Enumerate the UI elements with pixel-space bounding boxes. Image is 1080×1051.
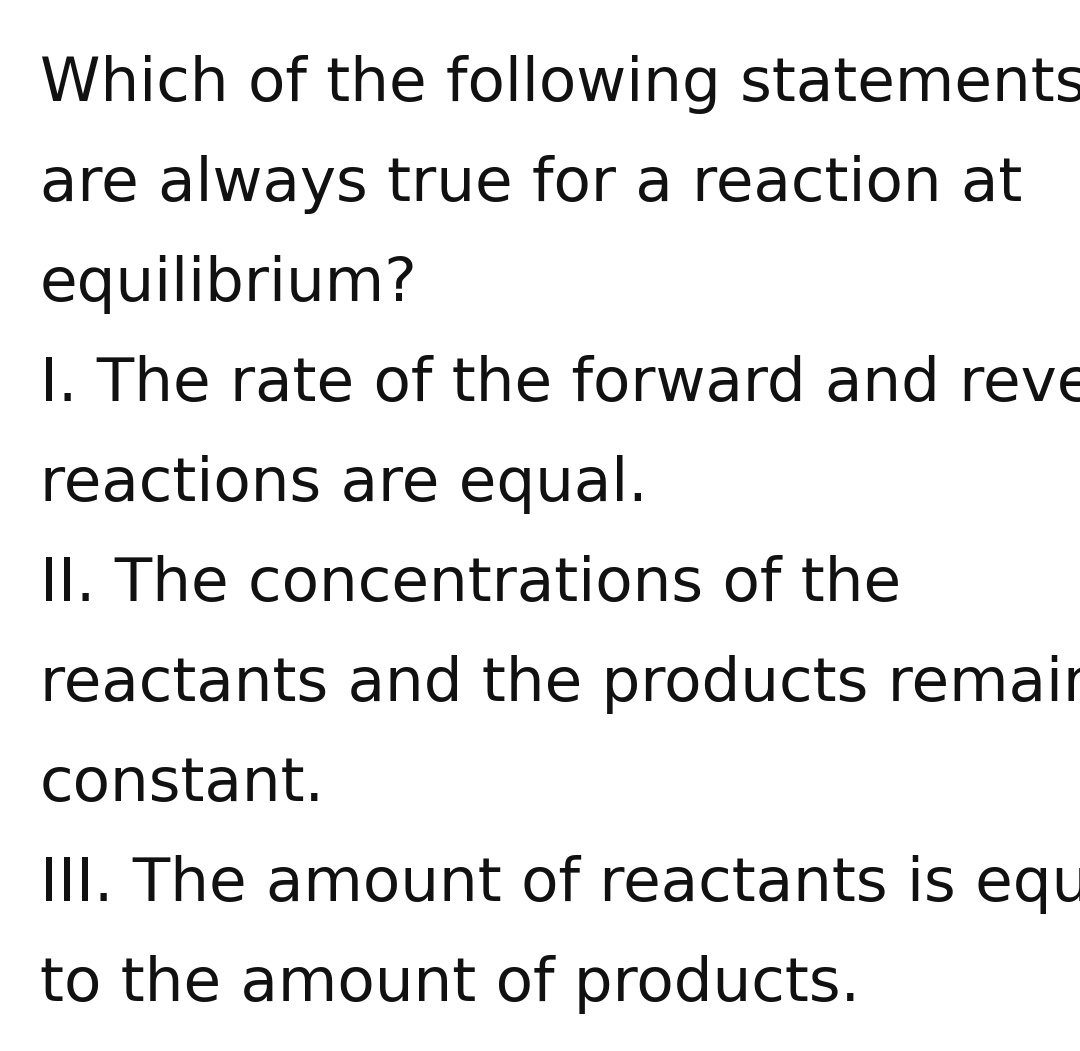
Text: Which of the following statements: Which of the following statements — [40, 55, 1080, 114]
Text: reactions are equal.: reactions are equal. — [40, 455, 648, 514]
Text: to the amount of products.: to the amount of products. — [40, 955, 860, 1014]
Text: reactants and the products remain: reactants and the products remain — [40, 655, 1080, 714]
Text: equilibrium?: equilibrium? — [40, 255, 418, 314]
Text: are always true for a reaction at: are always true for a reaction at — [40, 154, 1023, 214]
Text: constant.: constant. — [40, 755, 325, 815]
Text: II. The concentrations of the: II. The concentrations of the — [40, 555, 901, 614]
Text: I. The rate of the forward and reverse: I. The rate of the forward and reverse — [40, 355, 1080, 414]
Text: III. The amount of reactants is equal: III. The amount of reactants is equal — [40, 856, 1080, 914]
